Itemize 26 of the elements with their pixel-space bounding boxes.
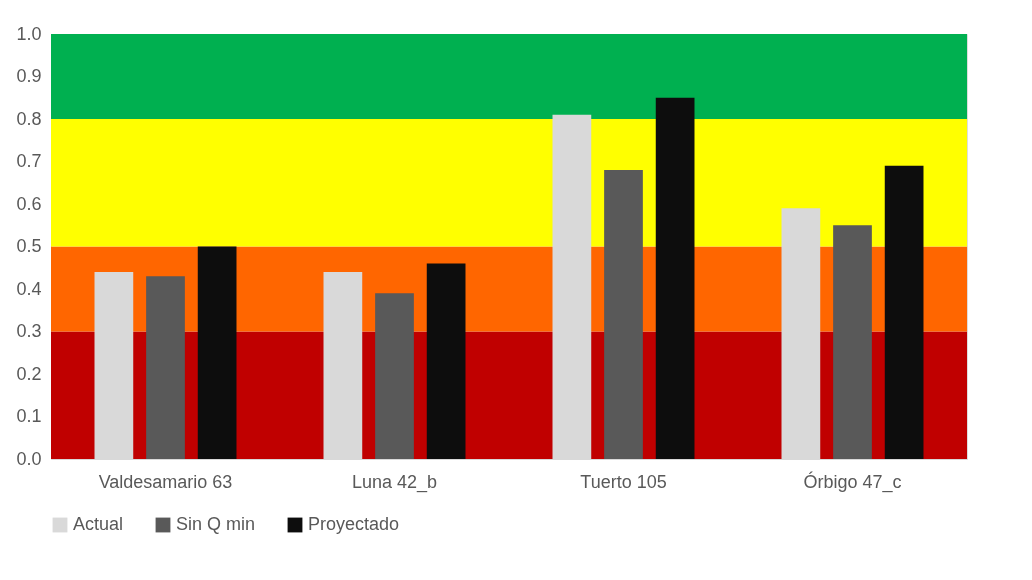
y-tick-label: 0.9 (16, 66, 42, 86)
bar (655, 97, 695, 459)
y-tick-label: 1.0 (16, 23, 42, 44)
bar (884, 165, 924, 459)
y-tick-label: 0.3 (16, 321, 42, 341)
y-tick-label: 0.0 (16, 448, 42, 469)
bar (604, 170, 643, 459)
bar (833, 225, 872, 459)
bar (426, 263, 466, 459)
y-tick-label: 0.5 (16, 236, 42, 256)
x-tick-label: Tuerto 105 (580, 471, 667, 492)
legend-label: Proyectado (308, 514, 400, 534)
x-tick-label: Órbigo 47_c (803, 470, 902, 493)
y-tick-label: 0.8 (16, 108, 42, 129)
bar (375, 293, 414, 459)
x-tick-label: Luna 42_b (351, 471, 438, 493)
x-tick-label: Valdesamario 63 (98, 471, 233, 492)
y-tick-label: 0.7 (16, 151, 42, 171)
y-tick-label: 0.2 (16, 363, 42, 384)
legend-label: Sin Q min (176, 514, 256, 534)
bar (146, 276, 185, 459)
bar (197, 246, 237, 459)
legend-label: Actual (73, 514, 124, 534)
y-tick-label: 0.1 (16, 406, 42, 426)
y-tick-label: 0.6 (16, 193, 42, 214)
y-tick-label: 0.4 (16, 278, 42, 299)
